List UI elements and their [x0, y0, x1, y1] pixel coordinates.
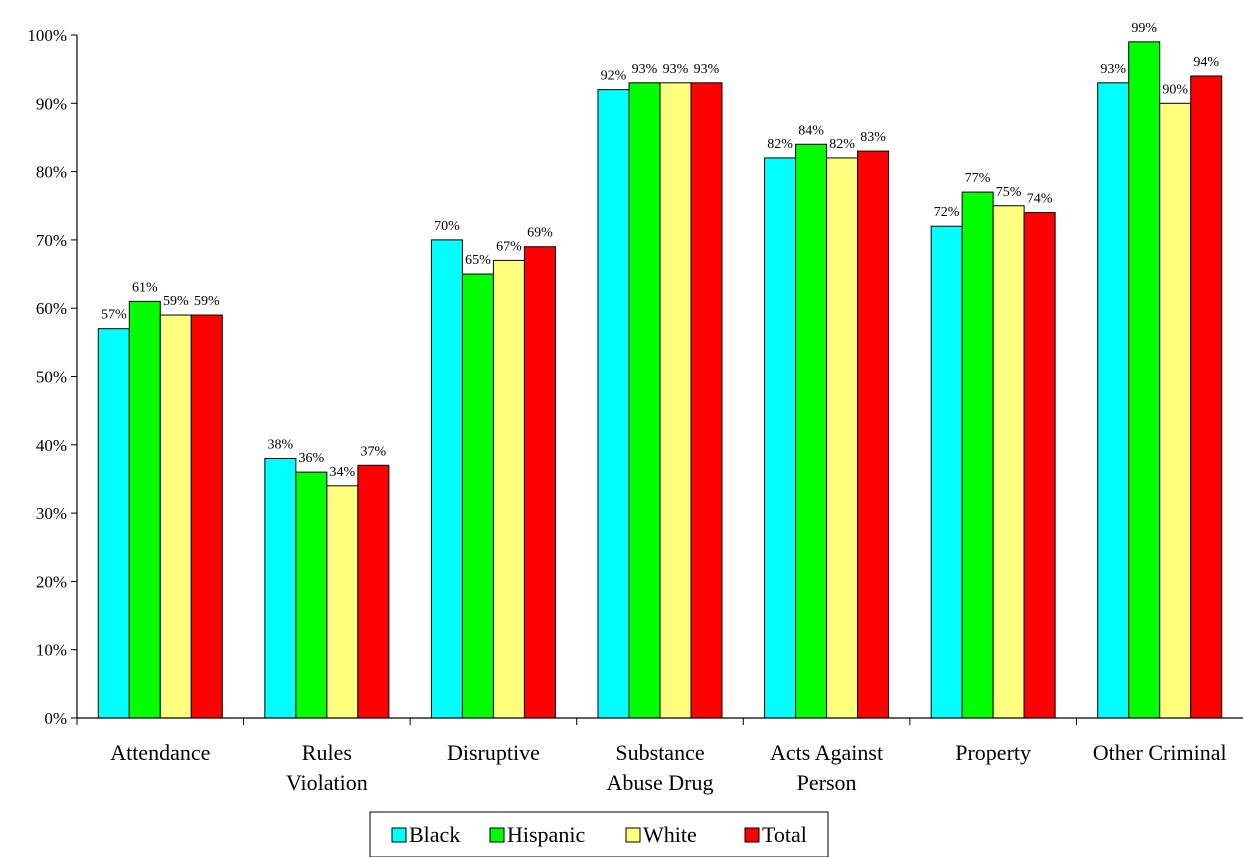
x-tick-label: Acts Against	[770, 740, 883, 765]
data-label: 99%	[1131, 21, 1157, 36]
data-label: 38%	[268, 437, 294, 452]
data-label: 69%	[527, 226, 553, 241]
legend-swatch-hispanic	[489, 827, 505, 843]
data-label: 59%	[194, 294, 220, 309]
x-tick-label: Abuse Drug	[607, 770, 714, 795]
bar-white	[1159, 102, 1192, 719]
y-tick-label: 50%	[36, 368, 67, 387]
x-tick-label: Other Criminal	[1093, 740, 1227, 765]
data-label: 83%	[860, 130, 886, 145]
x-tick-label: Substance	[615, 740, 704, 765]
y-tick-label: 80%	[36, 163, 67, 182]
data-label: 65%	[465, 253, 491, 268]
bar-white	[659, 82, 692, 719]
bar-hispanic	[628, 82, 661, 719]
data-label: 59%	[163, 294, 189, 309]
data-label: 75%	[996, 185, 1022, 200]
legend-label: White	[643, 822, 697, 847]
y-tick-label: 0%	[44, 709, 67, 728]
data-label: 72%	[934, 205, 960, 220]
legend-swatch-white	[625, 827, 641, 843]
y-tick-label: 10%	[36, 641, 67, 660]
y-tick-label: 20%	[36, 572, 67, 591]
bar-hispanic	[128, 300, 161, 719]
bar-black	[1097, 82, 1130, 719]
bar-white	[992, 205, 1025, 719]
y-tick-label: 70%	[36, 231, 67, 250]
data-label: 94%	[1193, 55, 1219, 70]
data-label: 77%	[965, 171, 991, 186]
y-tick-label: 90%	[36, 94, 67, 113]
bar-total	[690, 82, 723, 719]
legend-label: Hispanic	[507, 822, 585, 847]
bar-white	[326, 485, 359, 719]
data-label: 82%	[829, 137, 855, 152]
bar-white	[159, 314, 192, 719]
data-label: 84%	[798, 123, 824, 138]
bar-black	[930, 225, 963, 719]
bar-hispanic	[961, 191, 994, 719]
x-tick-label: Property	[955, 740, 1031, 765]
y-tick-label: 30%	[36, 504, 67, 523]
bar-total	[1190, 75, 1223, 719]
data-label: 74%	[1027, 192, 1053, 207]
bar-hispanic	[1128, 41, 1161, 719]
bar-white	[492, 259, 525, 719]
data-label: 90%	[1162, 82, 1188, 97]
bar-total	[190, 314, 223, 719]
data-label: 92%	[601, 69, 627, 84]
bar-white	[826, 157, 859, 719]
legend-swatch-total	[744, 827, 760, 843]
data-label: 93%	[694, 62, 720, 77]
legend-label: Black	[409, 822, 460, 847]
bar-total	[357, 464, 390, 719]
data-label: 93%	[632, 62, 658, 77]
x-tick-label: Violation	[286, 770, 368, 795]
data-label: 57%	[101, 308, 127, 323]
bar-black	[764, 157, 797, 719]
bar-total	[523, 246, 556, 719]
bar-hispanic	[795, 143, 828, 719]
y-tick-label: 60%	[36, 299, 67, 318]
data-label: 82%	[767, 137, 793, 152]
bar-black	[264, 457, 297, 719]
x-tick-label: Attendance	[110, 740, 210, 765]
data-label: 61%	[132, 280, 158, 295]
bar-black	[597, 89, 630, 719]
data-label: 34%	[330, 465, 356, 480]
data-label: 36%	[299, 451, 325, 466]
data-label: 70%	[434, 219, 460, 234]
bar-black	[97, 328, 130, 719]
bar-black	[430, 239, 463, 719]
data-label: 37%	[361, 444, 387, 459]
legend-swatch-black	[391, 827, 407, 843]
legend-label: Total	[762, 822, 807, 847]
bar-hispanic	[461, 273, 494, 719]
bar-total	[1023, 212, 1056, 719]
bar-total	[857, 150, 890, 719]
data-label: 93%	[663, 62, 689, 77]
x-tick-label: Disruptive	[447, 740, 540, 765]
bar-hispanic	[295, 471, 328, 719]
y-tick-label: 100%	[27, 26, 67, 45]
data-label: 67%	[496, 239, 522, 254]
x-tick-label: Rules	[302, 740, 352, 765]
data-label: 93%	[1100, 62, 1126, 77]
x-tick-label: Person	[797, 770, 857, 795]
y-tick-label: 40%	[36, 436, 67, 455]
